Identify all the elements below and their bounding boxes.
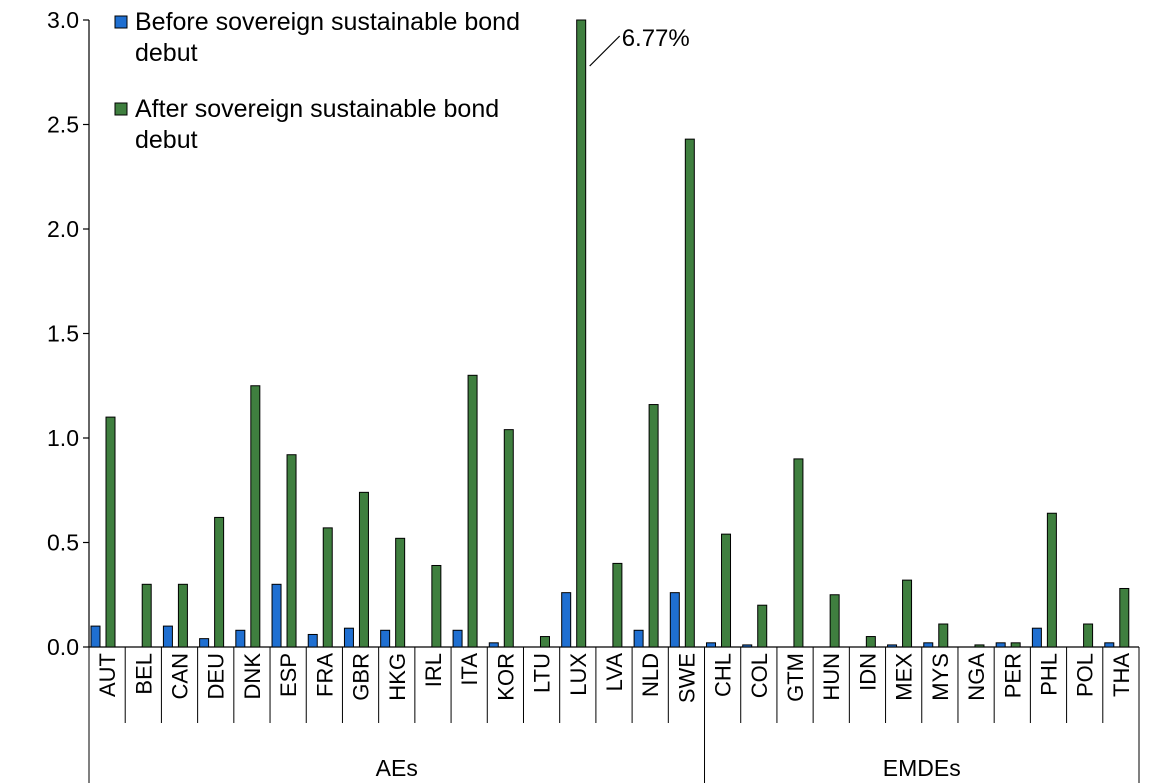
chart-bars <box>90 19 1130 648</box>
y-tick-label: 0.5 <box>47 530 79 556</box>
category-label: NLD <box>638 653 663 697</box>
bar-per <box>1010 642 1021 648</box>
bar-phl <box>1046 512 1057 648</box>
category-label: LVA <box>602 653 627 692</box>
category-label: FRA <box>312 653 337 697</box>
category-label: THA <box>1109 653 1134 697</box>
bar-per <box>995 642 1006 648</box>
category-label: PHL <box>1036 653 1061 696</box>
bar-dnk <box>250 385 261 648</box>
category-label: POL <box>1073 653 1098 697</box>
bar-aut <box>90 625 101 648</box>
bar-nga <box>974 644 985 648</box>
category-label: HUN <box>819 653 844 701</box>
bar-irl <box>431 564 442 648</box>
bar-hkg <box>395 537 406 648</box>
bar-esp <box>271 583 282 648</box>
bar-deu <box>199 638 210 648</box>
bar-chl <box>706 642 717 648</box>
category-label: CAN <box>168 653 193 699</box>
chart-annotation: 6.77% <box>589 25 690 67</box>
bar-idn <box>865 636 876 648</box>
bar-gbr <box>358 491 369 648</box>
bar-mys <box>923 642 934 648</box>
category-label: MYS <box>928 653 953 701</box>
bar-swe <box>669 592 680 648</box>
bar-chl <box>721 533 732 648</box>
chart-category-labels: AUT BEL CAN DEU DNK ESP FRA GBR HKG IRL ITA KOR LTU L… <box>95 653 1134 703</box>
y-tick-label: 2.5 <box>47 112 79 138</box>
group-label: AEs <box>376 755 418 781</box>
category-label: ESP <box>276 653 301 697</box>
bar-kor <box>503 429 514 648</box>
bar-ita <box>467 374 478 648</box>
legend-label: After sovereign sustainable bond debut <box>135 95 499 154</box>
bar-pol <box>1083 623 1094 648</box>
bar-hkg <box>380 629 391 648</box>
bar-nld <box>648 404 659 648</box>
bar-fra <box>307 633 318 648</box>
bar-tha <box>1119 587 1130 648</box>
legend-label: Before sovereign sustainable bond debut <box>135 8 520 67</box>
bar-gbr <box>343 627 354 648</box>
bar-ita <box>452 629 463 648</box>
bar-tha <box>1104 642 1115 648</box>
bar-esp <box>286 454 297 648</box>
y-tick-label: 0.0 <box>47 634 79 660</box>
bar-gtm <box>793 458 804 648</box>
category-label: KOR <box>493 653 518 701</box>
category-label: IRL <box>421 653 446 687</box>
y-tick-label: 1.0 <box>47 425 79 451</box>
category-label: COL <box>747 653 772 698</box>
bar-mys <box>938 623 949 648</box>
category-label: IDN <box>855 653 880 691</box>
chart-legend: Before sovereign sustainable bond debut Af… <box>114 8 520 154</box>
category-label: GBR <box>349 653 374 701</box>
category-label: DEU <box>204 653 229 699</box>
bar-deu <box>214 516 225 648</box>
bar-col <box>742 644 753 648</box>
category-label: BEL <box>131 653 156 695</box>
legend-swatch <box>114 15 128 29</box>
bar-swe <box>684 138 695 648</box>
bar-lux <box>576 19 587 648</box>
y-tick-label: 1.5 <box>47 321 79 347</box>
category-label: SWE <box>674 653 699 703</box>
bar-dnk <box>235 629 246 648</box>
bar-ltu <box>539 636 550 648</box>
bar-lux <box>561 592 572 648</box>
bar-col <box>757 604 768 648</box>
category-label: LTU <box>530 653 555 693</box>
group-label: EMDEs <box>883 755 961 781</box>
bar-lva <box>612 562 623 648</box>
bar-mex <box>887 644 898 648</box>
y-tick-label: 3.0 <box>47 7 79 33</box>
category-label: NGA <box>964 653 989 701</box>
y-tick-label: 2.0 <box>47 216 79 242</box>
category-label: MEX <box>892 653 917 701</box>
legend-swatch <box>114 102 128 116</box>
bar-aut <box>105 416 116 648</box>
category-label: HKG <box>385 653 410 701</box>
bar-mex <box>902 579 913 648</box>
bar-can <box>177 583 188 648</box>
category-label: DNK <box>240 653 265 700</box>
category-label: GTM <box>783 653 808 702</box>
bar-hun <box>829 594 840 648</box>
annotation-leader <box>589 35 621 67</box>
bar-kor <box>488 642 499 648</box>
bar-fra <box>322 527 333 648</box>
bar-can <box>162 625 173 648</box>
annotation-label: 6.77% <box>622 25 690 52</box>
bar-nld <box>633 629 644 648</box>
bar-bel <box>141 583 152 648</box>
category-label: ITA <box>457 653 482 686</box>
category-label: PER <box>1000 653 1025 698</box>
bar-phl <box>1031 627 1042 648</box>
category-label: LUX <box>566 653 591 696</box>
category-label: CHL <box>711 653 736 697</box>
category-label: AUT <box>95 653 120 697</box>
